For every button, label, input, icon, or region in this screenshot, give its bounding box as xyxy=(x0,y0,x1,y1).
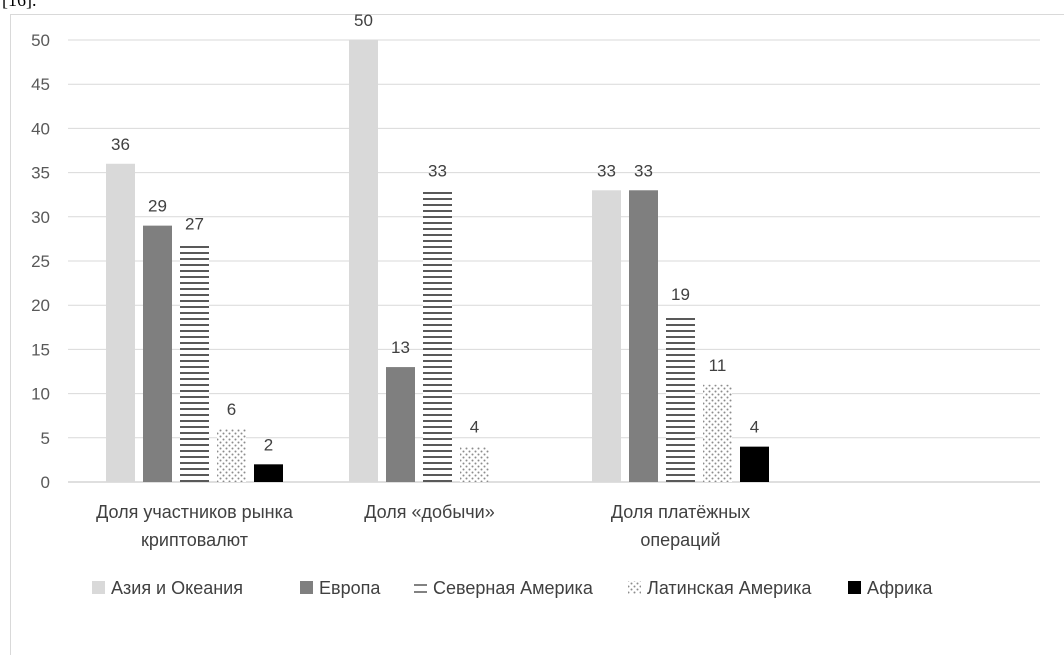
legend-label: Северная Америка xyxy=(433,578,594,598)
data-label: 13 xyxy=(391,338,410,357)
bar xyxy=(740,446,769,482)
y-tick-label: 30 xyxy=(31,208,50,227)
bar xyxy=(180,243,209,482)
y-tick-label: 50 xyxy=(31,31,50,50)
bars xyxy=(106,40,769,482)
y-tick-label: 45 xyxy=(31,75,50,94)
legend-item: Латинская Америка xyxy=(628,578,812,598)
category-label: Доля участников рынка xyxy=(96,502,294,522)
grid-lines xyxy=(68,39,1040,439)
y-tick-label: 20 xyxy=(31,296,50,315)
data-label: 4 xyxy=(750,418,759,437)
bar xyxy=(217,428,246,482)
bar xyxy=(254,464,283,482)
legend-swatch xyxy=(848,581,861,594)
data-label: 4 xyxy=(470,418,479,437)
legend-label: Европа xyxy=(319,578,381,598)
legend-swatch xyxy=(92,581,105,594)
data-label: 11 xyxy=(709,356,727,375)
y-tick-label: 5 xyxy=(41,429,50,448)
chart-frame xyxy=(10,14,1064,655)
data-label: 29 xyxy=(148,197,167,216)
bar xyxy=(703,384,732,482)
y-tick-label: 10 xyxy=(31,385,50,404)
data-label: 2 xyxy=(264,435,273,454)
legend-swatch xyxy=(628,581,641,594)
legend-item: Европа xyxy=(300,578,381,598)
data-label: 36 xyxy=(111,135,130,154)
legend-item: Северная Америка xyxy=(414,578,594,598)
data-label: 33 xyxy=(634,161,653,180)
category-label: криптовалют xyxy=(141,530,248,550)
bar xyxy=(666,314,695,482)
data-label: 33 xyxy=(597,161,616,180)
bar xyxy=(460,446,489,482)
legend-label: Латинская Америка xyxy=(647,578,812,598)
legend-label: Азия и Океания xyxy=(111,578,243,598)
value-labels: 36 29 27 6 2 50 13 33 4 33 33 19 11 4 xyxy=(111,11,759,454)
legend-swatch xyxy=(300,581,313,594)
data-label: 33 xyxy=(428,161,447,180)
bar xyxy=(143,225,172,482)
bar xyxy=(386,367,415,482)
bar xyxy=(629,190,658,482)
data-label: 19 xyxy=(671,285,690,304)
legend-label: Африка xyxy=(867,578,933,598)
bar xyxy=(423,190,452,482)
x-axis: Доля участников рынка криптовалют Доля «до… xyxy=(96,502,750,550)
y-tick-label: 15 xyxy=(31,340,50,359)
y-tick-label: 25 xyxy=(31,252,50,271)
data-label: 50 xyxy=(354,11,373,30)
y-tick-label: 35 xyxy=(31,164,50,183)
bar xyxy=(106,163,135,482)
data-label: 6 xyxy=(227,400,236,419)
category-label: операций xyxy=(640,530,720,550)
bar xyxy=(349,40,378,482)
category-label: Доля платёжных xyxy=(611,502,750,522)
y-tick-label: 40 xyxy=(31,119,50,138)
bar-chart: 0 5 10 15 20 25 30 35 40 45 50 36 29 27 6 2 50 13 33 4 33 33… xyxy=(31,11,1040,598)
legend-item: Азия и Океания xyxy=(92,578,243,598)
legend-item: Африка xyxy=(848,578,933,598)
bar xyxy=(592,190,621,482)
legend: Азия и Океания Европа Северная Америка Лати… xyxy=(92,578,933,598)
y-tick-label: 0 xyxy=(41,473,50,492)
data-label: 27 xyxy=(185,214,204,233)
header-fragment: [16]. xyxy=(2,0,37,10)
category-label: Доля «добычи» xyxy=(364,502,494,522)
